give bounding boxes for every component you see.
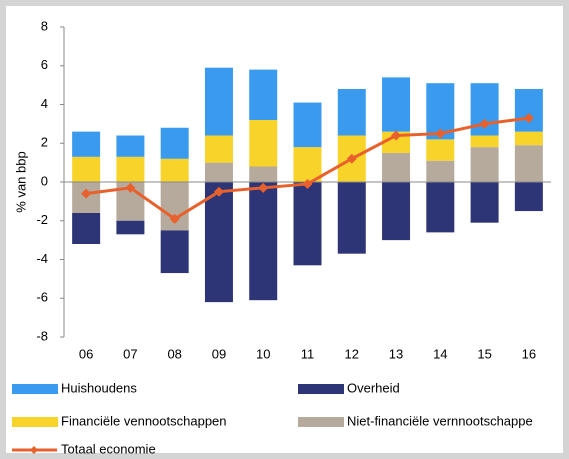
y-axis-label: % van bbp (13, 151, 28, 212)
line-marker (435, 128, 446, 139)
bar (116, 156, 145, 182)
bar (514, 182, 543, 212)
x-tick-label: 06 (79, 346, 93, 361)
bar (470, 182, 499, 223)
legend-swatch (298, 384, 344, 394)
bar (204, 67, 233, 136)
bar (160, 158, 189, 182)
bar (204, 162, 233, 182)
legend-swatch (12, 384, 58, 394)
legend-label: Totaal economie (61, 441, 156, 456)
legend-label: Financiële vennootschappen (61, 413, 227, 428)
x-tick-label: 11 (301, 346, 315, 361)
bar (514, 145, 543, 182)
line-marker (258, 182, 269, 193)
x-tick-label: 08 (167, 346, 181, 361)
legend-swatch (12, 417, 58, 427)
bar (249, 166, 278, 182)
bar (293, 102, 322, 148)
bar (426, 139, 455, 161)
line-marker (81, 188, 92, 199)
bar (382, 182, 411, 241)
line-marker (125, 182, 136, 193)
line-marker (169, 213, 180, 224)
bar (72, 131, 101, 157)
bar (249, 120, 278, 167)
bar (293, 147, 322, 182)
y-tick-label: -4 (36, 251, 48, 266)
x-tick-label: 14 (433, 346, 447, 361)
y-tick-label: 0 (41, 173, 48, 188)
bar (337, 89, 366, 136)
y-tick-label: 4 (41, 96, 48, 111)
bar (249, 182, 278, 301)
bar (72, 156, 101, 182)
x-tick-label: 10 (256, 346, 270, 361)
bar (337, 182, 366, 254)
x-tick-label: 16 (522, 346, 536, 361)
x-tick-label: 09 (212, 346, 226, 361)
y-tick-label: 6 (41, 57, 48, 72)
legend-label: Huishoudens (61, 380, 137, 395)
bar (382, 131, 411, 153)
bar (249, 69, 278, 120)
line-marker (302, 178, 313, 189)
legend-marker (30, 446, 38, 454)
bar (426, 160, 455, 182)
bar (514, 131, 543, 146)
x-tick-label: 13 (389, 346, 403, 361)
x-tick-label: 12 (345, 346, 359, 361)
bar (204, 135, 233, 163)
bar (293, 182, 322, 266)
bar (204, 182, 233, 303)
y-tick-label: -6 (36, 290, 48, 305)
bar (160, 127, 189, 159)
line-marker (346, 153, 357, 164)
bar (470, 135, 499, 148)
line-marker (479, 118, 490, 129)
y-tick-label: 8 (41, 18, 48, 33)
line-marker (391, 130, 402, 141)
bar (72, 213, 101, 244)
x-tick-label: 07 (123, 346, 137, 361)
line-marker (213, 186, 224, 197)
x-tick-label: 15 (477, 346, 491, 361)
y-tick-label: -8 (36, 328, 48, 343)
legend-label: Niet-financiële vernnootschappe (347, 413, 533, 428)
y-tick-label: 2 (41, 135, 48, 150)
bar (160, 230, 189, 274)
legend-label: Overheid (347, 380, 400, 395)
y-tick-label: -2 (36, 212, 48, 227)
bar (116, 135, 145, 157)
bar (426, 182, 455, 233)
bar (382, 77, 411, 132)
bar (116, 220, 145, 235)
bar (382, 152, 411, 182)
bar (470, 147, 499, 182)
line-marker (523, 113, 534, 124)
legend-swatch (298, 417, 344, 427)
bar (514, 89, 543, 132)
